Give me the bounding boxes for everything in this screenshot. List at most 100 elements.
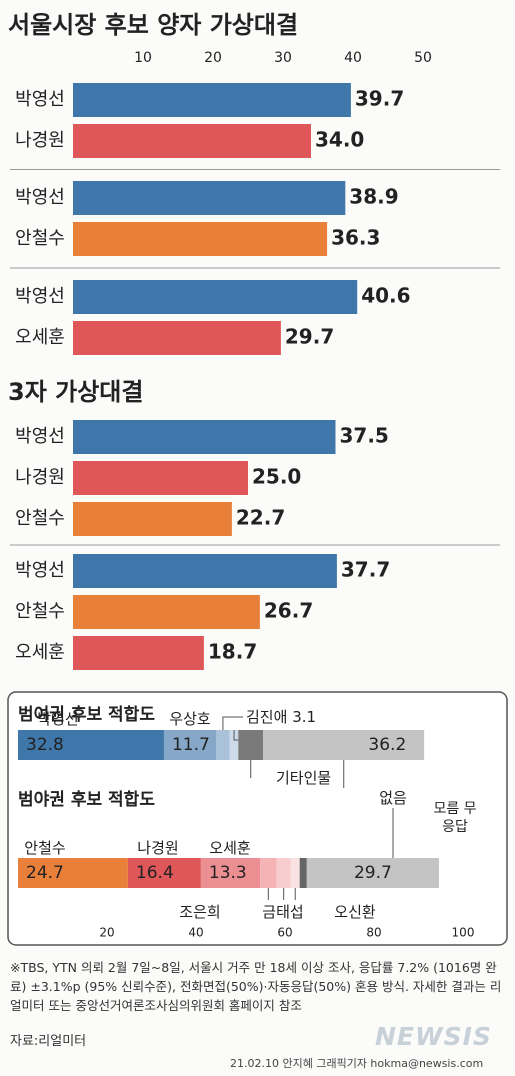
bar xyxy=(73,420,336,454)
segment xyxy=(260,858,277,888)
value-label: 34.0 xyxy=(315,128,364,152)
x-tick-label: 100 xyxy=(452,926,475,940)
segment-name-text: 오신환 xyxy=(334,903,376,921)
category-label: 안철수 xyxy=(15,601,65,622)
segment xyxy=(238,730,264,760)
bar xyxy=(73,124,311,158)
category-label: 박영선 xyxy=(15,286,65,307)
segment-value: 29.7 xyxy=(354,863,392,883)
segment xyxy=(263,730,425,760)
x-tick-label: 20 xyxy=(204,50,222,66)
category-label: 나경원 xyxy=(15,467,65,488)
chart-title: 서울시장 후보 양자 가상대결 xyxy=(8,11,298,39)
segment-name: 안철수 xyxy=(24,839,65,857)
bar xyxy=(73,502,232,536)
value-label: 18.7 xyxy=(208,640,257,664)
logo: NEWSIS xyxy=(375,1022,492,1051)
value-label: 40.6 xyxy=(361,284,410,308)
footnote: ※TBS, YTN 의뢰 2월 7일~8일, 서울시 거주 만 18세 이상 조… xyxy=(10,960,502,1013)
bar xyxy=(73,222,328,256)
bar xyxy=(73,321,281,355)
x-tick-label: 80 xyxy=(366,926,381,940)
segment-name-text: 금태섭 xyxy=(262,903,303,921)
segment-name-text: 오세훈 xyxy=(209,839,250,857)
segment-name-text: 김진애 xyxy=(246,708,287,726)
segment-name: 모름 무응답 xyxy=(433,801,477,835)
segment-name-text: 조은희 xyxy=(179,903,220,921)
segment xyxy=(200,858,261,888)
value-label: 37.7 xyxy=(341,558,390,582)
category-label: 나경원 xyxy=(15,130,65,151)
credit: 21.02.10 안지혜 그래픽기자 hokma@newsis.com xyxy=(230,1057,484,1070)
segment-value: 11.7 xyxy=(172,735,210,755)
segment-name: 오신환 xyxy=(334,903,376,921)
segment xyxy=(163,730,217,760)
x-tick-label: 10 xyxy=(134,50,152,66)
segment xyxy=(299,858,307,888)
x-tick-label: 50 xyxy=(414,50,432,66)
segment-name-text: 안철수 xyxy=(24,839,65,857)
source: 자료:리얼미터 xyxy=(10,1034,87,1049)
segment-name: 나경원 xyxy=(137,839,178,857)
segment xyxy=(18,858,128,888)
value-label: 38.9 xyxy=(349,185,398,209)
segment-name-text: 기타인물 xyxy=(276,769,331,787)
segment-value: 16.4 xyxy=(136,863,174,883)
segment-value: 24.7 xyxy=(26,863,64,883)
segment-value: 36.2 xyxy=(368,735,406,755)
category-label: 안철수 xyxy=(15,508,65,529)
value-label: 22.7 xyxy=(236,506,285,530)
category-label: 박영선 xyxy=(15,560,65,581)
chart-title: 3자 가상대결 xyxy=(8,378,143,406)
segment-name: 박영선 xyxy=(37,710,78,728)
value-label: 39.7 xyxy=(355,87,404,111)
segment-name: 금태섭 xyxy=(262,903,303,921)
bar xyxy=(73,461,248,495)
x-tick-label: 60 xyxy=(277,926,292,940)
x-tick-label: 40 xyxy=(188,926,203,940)
segment-name-text: 우상호 xyxy=(169,710,211,728)
segment-value: 32.8 xyxy=(26,735,64,755)
bar-title: 범야권 후보 적합도 xyxy=(18,789,155,810)
segment-name: 기타인물 xyxy=(276,769,331,787)
segment xyxy=(229,730,239,760)
category-label: 오세훈 xyxy=(15,642,65,663)
segment-name: 김진애 3.1 xyxy=(246,708,316,726)
leader-line xyxy=(222,716,243,730)
category-label: 안철수 xyxy=(15,228,65,249)
x-tick-label: 40 xyxy=(344,50,362,66)
segment-name: 없음 xyxy=(379,789,407,807)
category-label: 오세훈 xyxy=(15,327,65,348)
bar xyxy=(73,636,204,670)
segment-name-text: 박영선 xyxy=(37,710,78,728)
value-label: 29.7 xyxy=(285,325,334,349)
value-label: 36.3 xyxy=(331,226,380,250)
segment-name-text: 없음 xyxy=(379,789,407,807)
segment-value: 13.3 xyxy=(209,863,247,883)
segment-name: 조은희 xyxy=(179,903,220,921)
segment xyxy=(18,730,164,760)
category-label: 박영선 xyxy=(15,426,65,447)
bar xyxy=(73,83,351,117)
segment-name-text: 나경원 xyxy=(137,839,178,857)
bar xyxy=(73,181,346,215)
bar xyxy=(73,280,358,314)
x-tick-label: 20 xyxy=(99,926,114,940)
value-label: 25.0 xyxy=(252,465,301,489)
bar xyxy=(73,595,260,629)
value-label: 26.7 xyxy=(264,599,313,623)
segment-name: 오세훈 xyxy=(209,839,250,857)
segment xyxy=(127,858,201,888)
value-label: 37.5 xyxy=(340,424,389,448)
segment-value: 3.1 xyxy=(292,708,316,726)
bar-title: 범여권 후보 적합도 xyxy=(18,704,155,725)
category-label: 박영선 xyxy=(15,187,65,208)
segment xyxy=(306,858,439,888)
bar xyxy=(73,554,337,588)
x-tick-label: 30 xyxy=(274,50,292,66)
segment xyxy=(438,858,463,888)
segment xyxy=(424,730,463,760)
segment-name: 우상호 xyxy=(169,710,211,728)
